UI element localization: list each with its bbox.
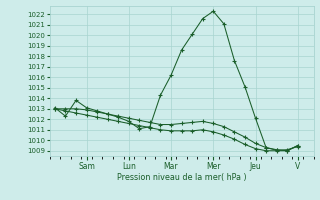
X-axis label: Pression niveau de la mer( hPa ): Pression niveau de la mer( hPa )	[117, 173, 246, 182]
